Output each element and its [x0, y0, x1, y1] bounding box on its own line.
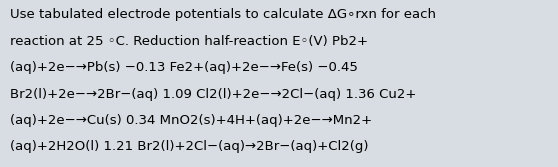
Text: (aq)+2H2O(l) 1.21 Br2(l)+2Cl−(aq)→2Br−(aq)+Cl2(g): (aq)+2H2O(l) 1.21 Br2(l)+2Cl−(aq)→2Br−(a…	[10, 140, 368, 153]
Text: (aq)+2e−→Pb(s) −0.13 Fe2+(aq)+2e−→Fe(s) −0.45: (aq)+2e−→Pb(s) −0.13 Fe2+(aq)+2e−→Fe(s) …	[10, 61, 358, 74]
Text: (aq)+2e−→Cu(s) 0.34 MnO2(s)+4H+(aq)+2e−→Mn2+: (aq)+2e−→Cu(s) 0.34 MnO2(s)+4H+(aq)+2e−→…	[10, 114, 372, 127]
Text: Br2(l)+2e−→2Br−(aq) 1.09 Cl2(l)+2e−→2Cl−(aq) 1.36 Cu2+: Br2(l)+2e−→2Br−(aq) 1.09 Cl2(l)+2e−→2Cl−…	[10, 88, 416, 101]
Text: Use tabulated electrode potentials to calculate ΔG∘rxn for each: Use tabulated electrode potentials to ca…	[10, 8, 436, 21]
Text: reaction at 25 ◦C. Reduction half-reaction E◦(V) Pb2+: reaction at 25 ◦C. Reduction half-reacti…	[10, 35, 368, 48]
